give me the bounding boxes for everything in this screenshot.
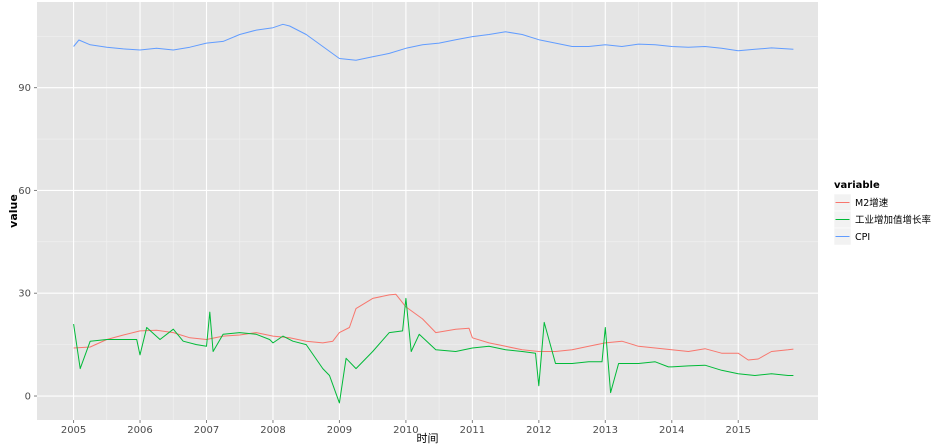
x-tick-label: 2006 — [127, 425, 152, 436]
series-line-0 — [73, 293, 794, 361]
x-axis: 2005 2006 2007 2008 2009 2010 2011 2012 2013 2014… — [61, 420, 751, 436]
x-tick-label: 2005 — [61, 425, 86, 436]
x-tick-label: 2008 — [260, 425, 285, 436]
series-lines — [73, 23, 794, 404]
x-tick-label: 2014 — [659, 425, 684, 436]
legend-label: CPI — [855, 232, 870, 243]
y-axis: 0 30 60 90 — [18, 83, 37, 403]
y-axis-title: value — [7, 194, 20, 228]
y-tick-label: 60 — [18, 186, 31, 197]
y-tick-label: 90 — [18, 83, 31, 94]
major-gridlines — [37, 2, 818, 420]
x-tick-label: 2013 — [593, 425, 618, 436]
x-axis-title: 时间 — [417, 432, 439, 445]
series-line-2 — [73, 23, 794, 61]
x-tick-label: 2015 — [726, 425, 751, 436]
y-tick-label: 30 — [18, 289, 31, 300]
plot-panel — [37, 2, 818, 420]
series-line-1 — [73, 297, 794, 404]
y-tick-label: 0 — [25, 392, 31, 403]
legend-label: 工业增加值增长率 — [855, 214, 932, 226]
x-tick-label: 2007 — [194, 425, 219, 436]
minor-gridlines — [37, 2, 818, 420]
x-tick-label: 2012 — [526, 425, 551, 436]
x-tick-label: 2011 — [460, 425, 485, 436]
x-tick-label: 2009 — [327, 425, 352, 436]
legend-title: variable — [834, 180, 880, 191]
x-tick-label: 2010 — [393, 425, 418, 436]
legend-label: M2增速 — [855, 197, 889, 209]
